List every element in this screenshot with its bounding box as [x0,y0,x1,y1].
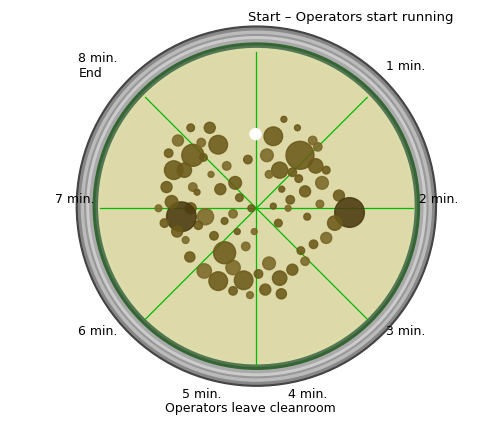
Text: 6 min.: 6 min. [78,325,118,337]
Circle shape [236,194,243,201]
Circle shape [194,189,200,195]
Circle shape [279,186,284,192]
Circle shape [182,237,189,244]
Circle shape [214,242,236,264]
Circle shape [276,289,286,299]
Circle shape [90,40,423,373]
Circle shape [254,270,262,278]
Text: 8 min.
End: 8 min. End [78,52,118,80]
Circle shape [234,271,253,289]
Circle shape [204,122,216,133]
Circle shape [248,205,254,212]
Circle shape [266,170,273,178]
Circle shape [300,186,310,197]
Circle shape [304,213,310,220]
Circle shape [328,216,342,230]
Text: 4 min.: 4 min. [288,388,327,401]
Circle shape [200,153,207,161]
Circle shape [166,196,178,208]
Circle shape [250,129,261,140]
Circle shape [164,149,173,157]
Circle shape [285,205,291,211]
Circle shape [166,202,196,232]
Circle shape [322,166,330,174]
Circle shape [177,163,192,177]
Circle shape [294,125,300,131]
Circle shape [160,219,168,227]
Circle shape [164,161,183,179]
Circle shape [209,272,228,290]
Circle shape [310,240,318,249]
Text: 3 min.: 3 min. [386,325,425,337]
Circle shape [264,127,282,146]
Circle shape [185,252,195,262]
Circle shape [210,232,218,240]
Circle shape [155,205,162,212]
Circle shape [260,149,274,162]
Circle shape [172,226,182,237]
Circle shape [187,124,194,132]
Circle shape [316,176,328,189]
Text: Operators leave cleanroom: Operators leave cleanroom [164,402,336,415]
Circle shape [99,48,414,364]
Circle shape [288,168,296,176]
Circle shape [209,136,228,154]
Circle shape [87,37,426,376]
Circle shape [182,144,204,166]
Circle shape [185,203,196,214]
Circle shape [270,203,276,209]
Circle shape [226,261,240,275]
Circle shape [274,219,282,227]
Circle shape [221,218,228,224]
Circle shape [334,198,364,227]
Circle shape [229,210,237,218]
Circle shape [262,257,276,270]
Text: 5 min.: 5 min. [182,388,221,401]
Circle shape [272,162,287,178]
Circle shape [94,43,419,369]
Circle shape [188,183,197,191]
Circle shape [82,31,432,381]
Text: 1 min.: 1 min. [386,60,425,73]
Circle shape [272,271,287,285]
Circle shape [198,209,214,225]
Circle shape [316,200,324,208]
Circle shape [85,34,428,378]
Circle shape [246,292,254,298]
Circle shape [161,181,172,193]
Circle shape [308,136,317,145]
Circle shape [314,143,322,151]
Circle shape [286,142,314,169]
Circle shape [194,221,202,230]
Circle shape [281,116,287,122]
Text: Start – Operators start running: Start – Operators start running [248,11,454,24]
Circle shape [301,257,310,266]
Circle shape [334,190,344,201]
Circle shape [287,264,298,275]
Circle shape [234,229,240,235]
Circle shape [208,171,214,177]
Circle shape [244,155,252,164]
Circle shape [308,159,323,173]
Circle shape [222,162,231,170]
Text: 2 min.: 2 min. [420,193,459,206]
Circle shape [197,264,212,278]
Circle shape [172,135,184,146]
Circle shape [229,176,241,189]
Circle shape [260,284,271,295]
Circle shape [96,46,416,366]
Circle shape [197,139,205,147]
Circle shape [102,51,411,361]
Circle shape [215,184,226,195]
Circle shape [252,229,257,235]
Circle shape [76,26,436,386]
Circle shape [297,247,304,255]
Circle shape [320,232,332,244]
Circle shape [229,286,237,295]
Circle shape [242,242,250,251]
Circle shape [78,28,434,384]
Circle shape [295,175,302,182]
Text: 7 min.: 7 min. [55,193,94,206]
Circle shape [286,196,294,204]
